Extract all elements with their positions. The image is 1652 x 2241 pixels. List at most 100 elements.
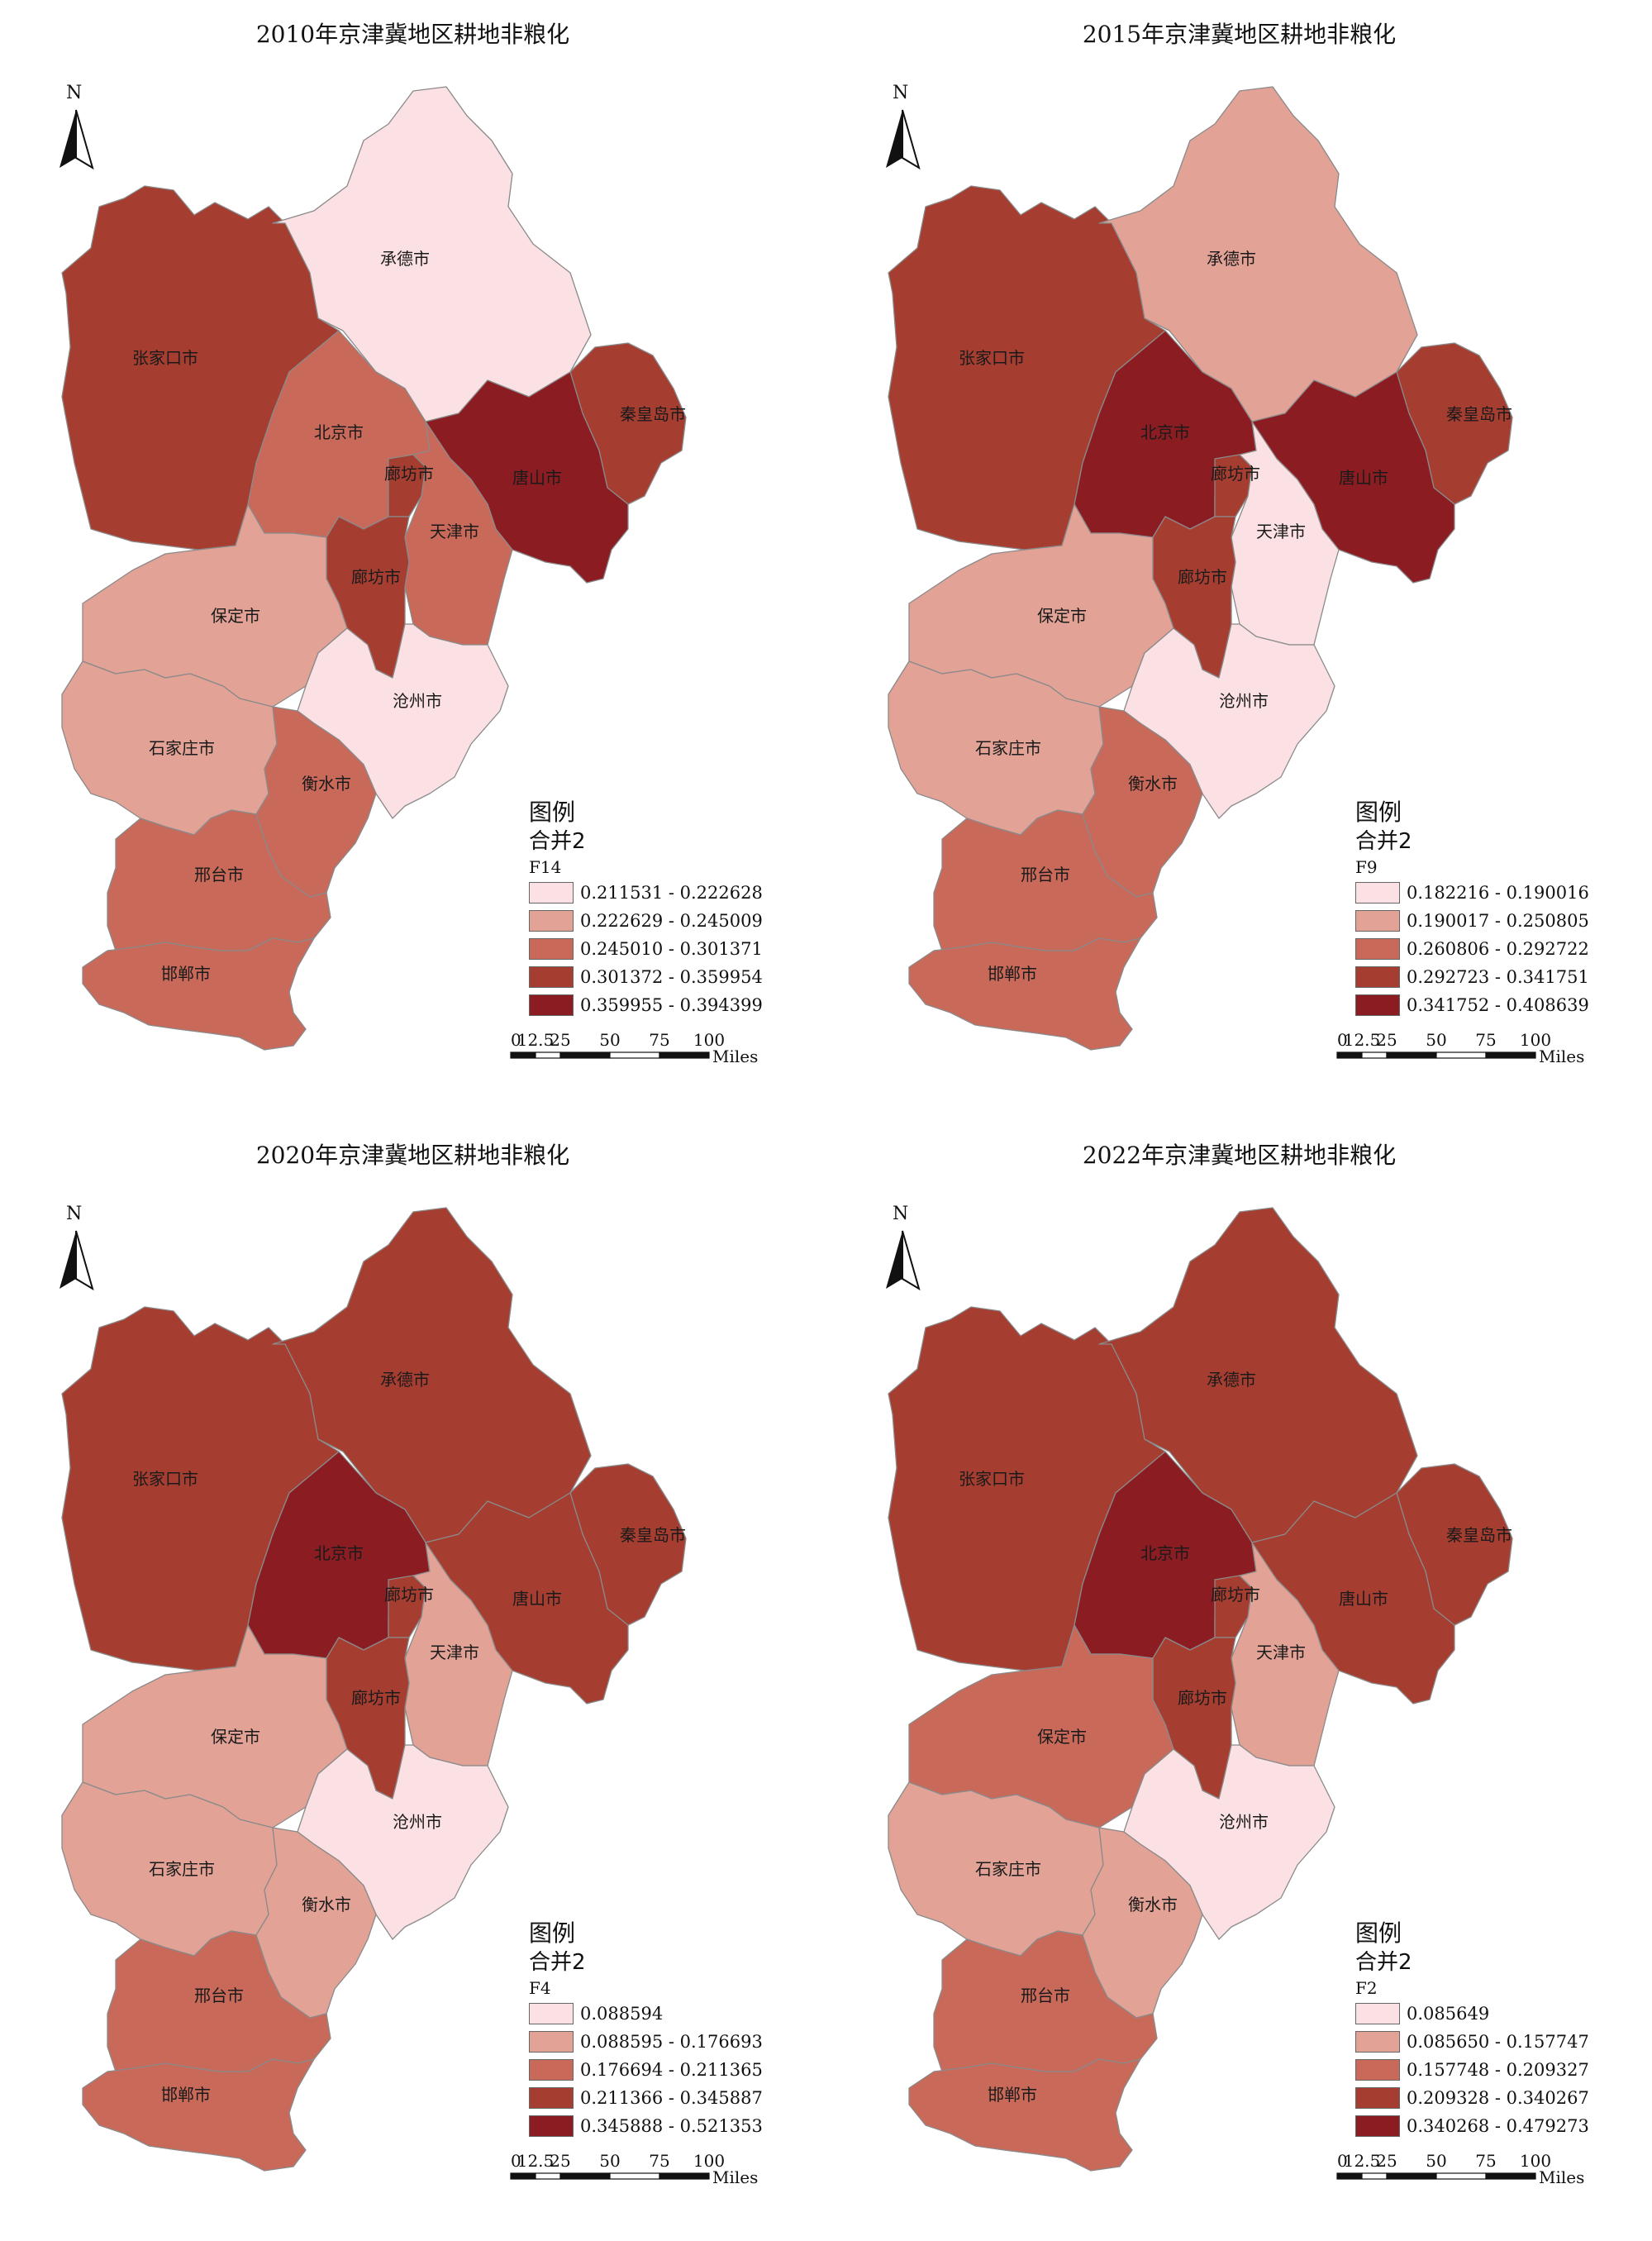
north-arrow-icon	[60, 109, 94, 169]
legend-item: 0.209328 - 0.340267	[1355, 2084, 1628, 2112]
legend-swatch	[529, 910, 574, 932]
legend-swatch	[529, 2115, 574, 2137]
scale-tick-label: 100	[693, 1030, 725, 1050]
legend-swatch	[1355, 2059, 1400, 2081]
map-title: 2020年京津冀地区耕地非粮化	[255, 1142, 570, 1169]
north-label: N	[893, 1204, 909, 1224]
legend-item: 0.211366 - 0.345887	[529, 2084, 802, 2112]
legend-layer: 合并2	[1355, 1950, 1412, 1975]
scale-bar: 0 12.5 25 50 75 100 Miles	[506, 1029, 778, 1079]
legend-item: 0.301372 - 0.359954	[529, 963, 802, 991]
scale-tick-label: 25	[550, 2151, 570, 2171]
city-label-hd: 邯郸市	[988, 2085, 1037, 2105]
scale-tick-label: 12.5	[517, 1030, 555, 1050]
scale-tick-label: 50	[1426, 2151, 1446, 2171]
scale-segment	[1485, 1051, 1536, 1059]
legend-item: 0.085649	[1355, 2000, 1628, 2028]
city-label-lf-s: 廊坊市	[1178, 567, 1227, 587]
legend-field: F4	[529, 1978, 551, 1998]
legend-swatch	[1355, 966, 1400, 988]
legend-label: 0.340268 - 0.479273	[1407, 2116, 1589, 2136]
scale-segment	[510, 1051, 536, 1059]
legend-label: 0.359955 - 0.394399	[580, 995, 763, 1015]
scale-segment	[510, 2172, 536, 2180]
city-label-sjz: 石家庄市	[975, 1859, 1041, 1879]
legend-label: 0.301372 - 0.359954	[580, 967, 763, 987]
scale-segment	[659, 2172, 710, 2180]
scale-tick-label: 100	[1520, 2151, 1551, 2171]
city-label-hs: 衡水市	[1128, 774, 1178, 794]
scale-units: Miles	[1539, 1047, 1584, 1066]
city-label-bj: 北京市	[1140, 1543, 1190, 1563]
region-hd	[908, 2058, 1141, 2172]
map-panel-2020: 2020年京津冀地区耕地非粮化 张家口市 承德市 秦皇岛市 北京市 廊坊市 唐山市 天津市 廊坊…	[0, 1121, 826, 2241]
scale-tick-label: 25	[1376, 2151, 1397, 2171]
north-arrow-icon	[886, 109, 921, 169]
map-title: 2022年京津冀地区耕地非粮化	[1082, 1142, 1397, 1169]
city-label-bd: 保定市	[211, 606, 260, 626]
legend-swatch	[1355, 2115, 1400, 2137]
legend-field: F9	[1355, 857, 1378, 877]
scale-segment	[1336, 1051, 1363, 1059]
scale-units: Miles	[712, 2167, 758, 2187]
legend-label: 0.260806 - 0.292722	[1407, 939, 1589, 959]
scale-tick-label: 25	[550, 1030, 570, 1050]
city-label-bj: 北京市	[314, 1543, 364, 1563]
legend-label: 0.182216 - 0.190016	[1407, 883, 1589, 903]
city-label-tj: 天津市	[430, 522, 479, 541]
legend-item: 0.341752 - 0.408639	[1355, 991, 1628, 1019]
city-label-hs: 衡水市	[302, 774, 351, 794]
scale-segment	[535, 1051, 561, 1059]
map-title: 2015年京津冀地区耕地非粮化	[1082, 21, 1397, 48]
legend-item: 0.245010 - 0.301371	[529, 935, 802, 963]
scale-segment	[535, 2172, 561, 2180]
scale-units: Miles	[1539, 2167, 1584, 2187]
legend-label: 0.088595 - 0.176693	[580, 2032, 763, 2052]
scale-bar: 0 12.5 25 50 75 100 Miles	[506, 2150, 778, 2200]
legend-item: 0.088595 - 0.176693	[529, 2028, 802, 2056]
city-label-tj: 天津市	[1256, 1643, 1306, 1662]
city-label-xt: 邢台市	[1021, 865, 1070, 884]
legend-item: 0.176694 - 0.211365	[529, 2056, 802, 2084]
city-label-lf-n: 廊坊市	[384, 464, 434, 484]
scale-tick-label: 12.5	[1344, 1030, 1381, 1050]
legend-title: 图例	[1355, 1919, 1402, 1947]
scale-tick-label: 75	[649, 2151, 669, 2171]
legend-swatch	[529, 2087, 574, 2109]
city-label-hd: 邯郸市	[988, 964, 1037, 984]
city-label-cz: 沧州市	[1219, 691, 1269, 711]
city-label-lf-n: 廊坊市	[1211, 1585, 1260, 1604]
scale-tick-label: 100	[1520, 1030, 1551, 1050]
legend-field: F14	[529, 857, 562, 877]
north-label: N	[893, 83, 909, 103]
city-label-qhd: 秦皇岛市	[620, 404, 686, 424]
legend-swatch	[529, 2003, 574, 2024]
legend: 图例 合并2 F2 0.085649 0.085650 - 0.157747 0.1577…	[1355, 1919, 1628, 2140]
legend-label: 0.176694 - 0.211365	[580, 2060, 763, 2080]
legend-title: 图例	[529, 799, 576, 826]
legend-layer: 合并2	[1355, 829, 1412, 854]
legend-swatch	[1355, 2003, 1400, 2024]
legend-label: 0.222629 - 0.245009	[580, 911, 763, 931]
legend-swatch	[1355, 2087, 1400, 2109]
legend-item: 0.157748 - 0.209327	[1355, 2056, 1628, 2084]
map-title: 2010年京津冀地区耕地非粮化	[255, 21, 570, 48]
legend-label: 0.085650 - 0.157747	[1407, 2032, 1589, 2052]
city-label-qhd: 秦皇岛市	[620, 1525, 686, 1545]
legend-label: 0.088594	[580, 2004, 664, 2024]
city-label-zjk: 张家口市	[959, 1469, 1025, 1489]
scale-tick-label: 0	[1337, 2151, 1348, 2171]
scale-tick-label: 12.5	[1344, 2151, 1381, 2171]
legend-item: 0.292723 - 0.341751	[1355, 963, 1628, 991]
map-panel-2022: 2022年京津冀地区耕地非粮化 张家口市 承德市 秦皇岛市 北京市 廊坊市 唐山市 天津市 廊坊…	[826, 1121, 1652, 2241]
scale-segment	[1435, 2172, 1487, 2180]
city-label-bd: 保定市	[211, 1727, 260, 1747]
scale-bar: 0 12.5 25 50 75 100 Miles	[1332, 2150, 1605, 2200]
legend-swatch	[529, 938, 574, 960]
scale-tick-label: 50	[1426, 1030, 1446, 1050]
legend: 图例 合并2 F9 0.182216 - 0.190016 0.190017 - 0.2…	[1355, 798, 1628, 1019]
city-label-qhd: 秦皇岛市	[1446, 1525, 1512, 1545]
scale-segment	[1361, 2172, 1388, 2180]
